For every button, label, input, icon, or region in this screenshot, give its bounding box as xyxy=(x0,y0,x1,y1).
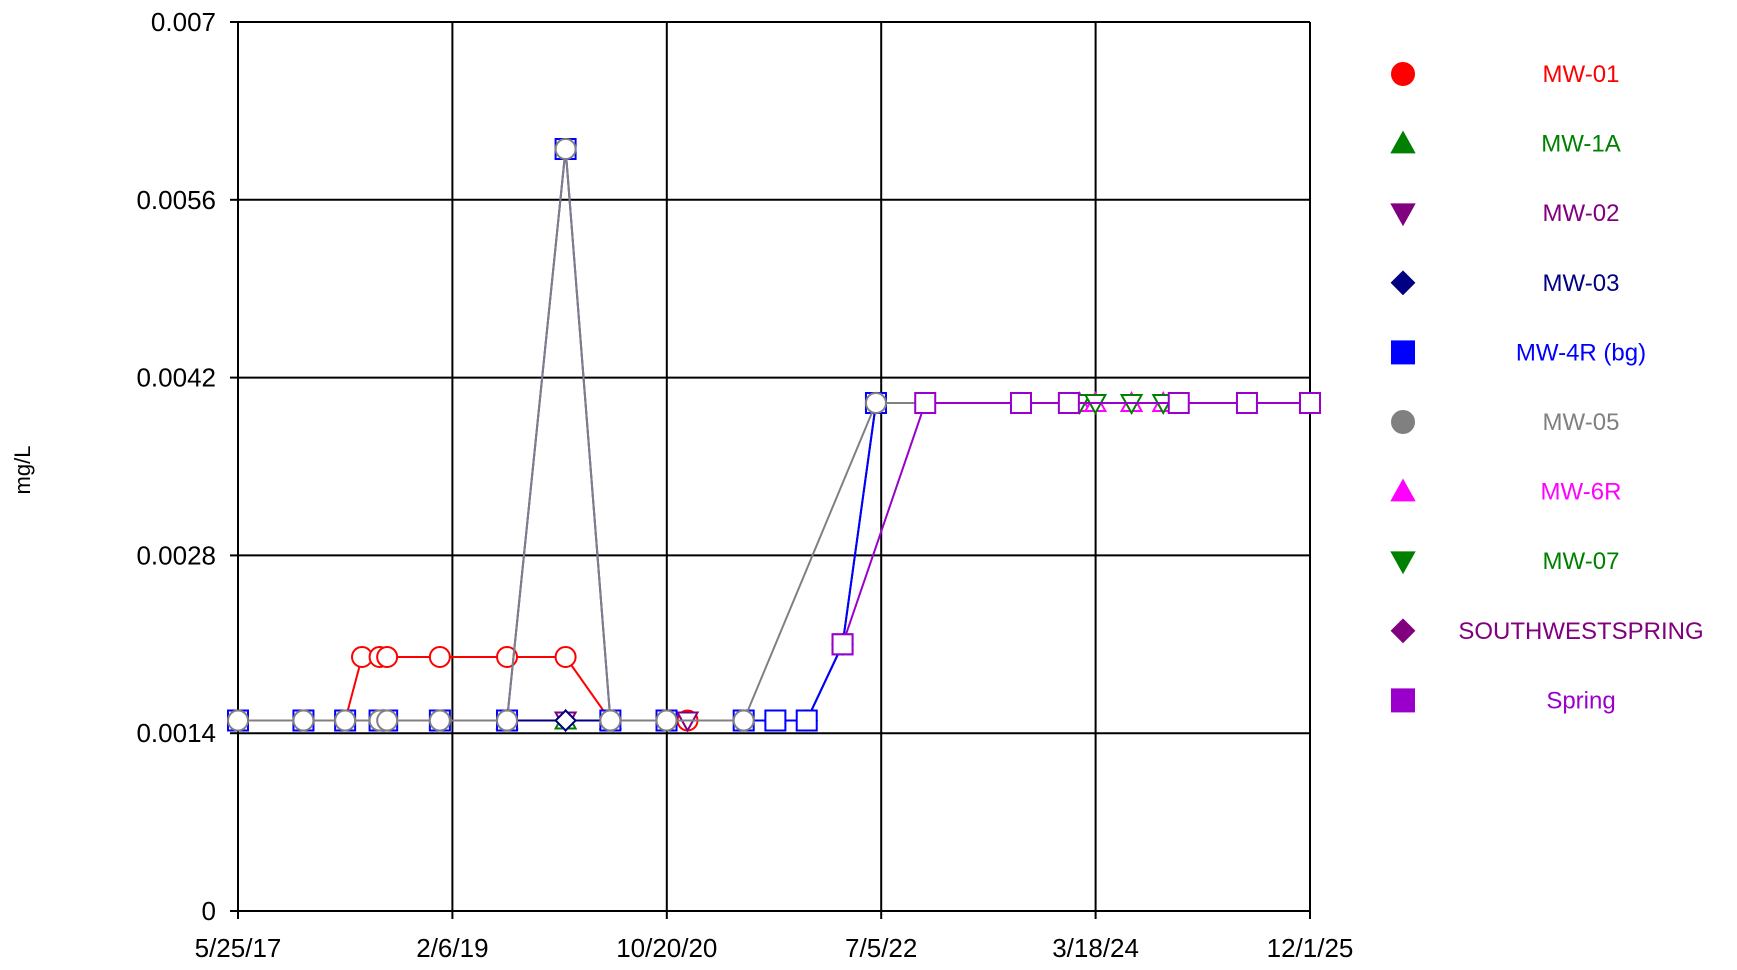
legend-marker xyxy=(1391,62,1415,86)
y-tick-label: 0 xyxy=(202,896,216,926)
legend-label: MW-05 xyxy=(1543,409,1620,436)
legend-label: SOUTHWESTSPRING xyxy=(1458,618,1703,645)
legend-label: MW-1A xyxy=(1541,131,1621,158)
y-axis-label: mg/L xyxy=(10,446,35,495)
x-tick-label: 10/20/20 xyxy=(616,933,717,963)
series-mw-05 xyxy=(227,138,1032,732)
x-tick-labels: 5/25/17 2/6/19 10/20/20 7/5/22 3/18/24 12/1/2… xyxy=(195,933,1354,963)
legend: MW-01 MW-1A MW-02 MW-03 MW-4R (bg) MW-05 MW-6R… xyxy=(1390,61,1704,714)
legend-item: MW-07 xyxy=(1390,548,1620,575)
legend-item: MW-01 xyxy=(1391,61,1620,88)
data-point xyxy=(376,709,399,732)
legend-marker xyxy=(1390,130,1416,154)
series-line xyxy=(238,148,1021,722)
legend-item: MW-1A xyxy=(1390,130,1621,158)
y-tick-label: 0.0042 xyxy=(136,363,216,393)
legend-item: MW-05 xyxy=(1391,409,1620,436)
data-point xyxy=(732,709,755,732)
data-point xyxy=(655,709,678,732)
legend-marker xyxy=(1390,270,1416,296)
x-tick-label: 7/5/22 xyxy=(845,933,917,963)
y-tick-labels: 0 0.0014 0.0028 0.0042 0.0056 0.007 xyxy=(136,7,216,926)
legend-marker xyxy=(1391,340,1415,365)
series-mw-03 xyxy=(495,391,888,732)
legend-label: MW-03 xyxy=(1543,270,1620,297)
x-tick-label: 12/1/25 xyxy=(1267,933,1354,963)
series-spring xyxy=(831,392,1321,656)
x-tick-label: 3/18/24 xyxy=(1052,933,1139,963)
legend-marker xyxy=(1390,478,1416,502)
legend-item: SOUTHWESTSPRING xyxy=(1390,618,1704,645)
data-point xyxy=(1009,392,1032,414)
data-point xyxy=(914,392,937,414)
axes xyxy=(230,21,1311,919)
data-point xyxy=(764,709,787,732)
legend-label: Spring xyxy=(1546,687,1615,714)
legend-marker xyxy=(1391,688,1415,713)
y-tick-label: 0.007 xyxy=(151,7,216,37)
data-point xyxy=(554,646,577,668)
data-point xyxy=(292,709,315,732)
y-tick-label: 0.0014 xyxy=(136,718,216,748)
legend-item: MW-4R (bg) xyxy=(1391,339,1646,366)
data-point xyxy=(1299,392,1321,414)
data-point xyxy=(599,709,622,732)
series-mw-4r-bg- xyxy=(227,138,1032,732)
data-point xyxy=(1235,392,1258,414)
legend-marker xyxy=(1390,203,1416,227)
series-line xyxy=(841,402,1310,645)
data-point xyxy=(864,392,887,414)
data-point xyxy=(554,138,577,160)
legend-item: MW-02 xyxy=(1390,200,1620,227)
data-point xyxy=(795,709,818,732)
data-point xyxy=(496,709,519,732)
x-tick-label: 2/6/19 xyxy=(416,933,488,963)
legend-item: MW-03 xyxy=(1390,270,1620,297)
x-tick-label: 5/25/17 xyxy=(195,933,282,963)
legend-label: MW-01 xyxy=(1543,61,1620,88)
data-point xyxy=(1057,392,1080,414)
data-point xyxy=(831,633,854,656)
data-point xyxy=(428,709,451,732)
series xyxy=(227,138,1321,733)
legend-marker xyxy=(1390,551,1416,575)
legend-label: MW-6R xyxy=(1541,479,1622,506)
data-point xyxy=(227,709,249,732)
data-point xyxy=(554,709,578,732)
series-line xyxy=(507,402,877,722)
series-line xyxy=(238,148,1021,722)
grid xyxy=(238,21,1311,911)
data-point xyxy=(376,646,399,668)
legend-marker xyxy=(1390,618,1416,644)
y-tick-label: 0.0056 xyxy=(136,185,216,215)
data-point xyxy=(334,709,357,732)
legend-label: MW-07 xyxy=(1543,548,1620,575)
legend-item: Spring xyxy=(1391,687,1616,714)
y-tick-label: 0.0028 xyxy=(136,540,216,570)
data-point xyxy=(428,646,451,668)
legend-marker xyxy=(1391,410,1415,434)
legend-item: MW-6R xyxy=(1390,478,1622,506)
legend-label: MW-02 xyxy=(1543,200,1620,227)
legend-label: MW-4R (bg) xyxy=(1516,339,1646,366)
data-point xyxy=(1167,392,1190,414)
